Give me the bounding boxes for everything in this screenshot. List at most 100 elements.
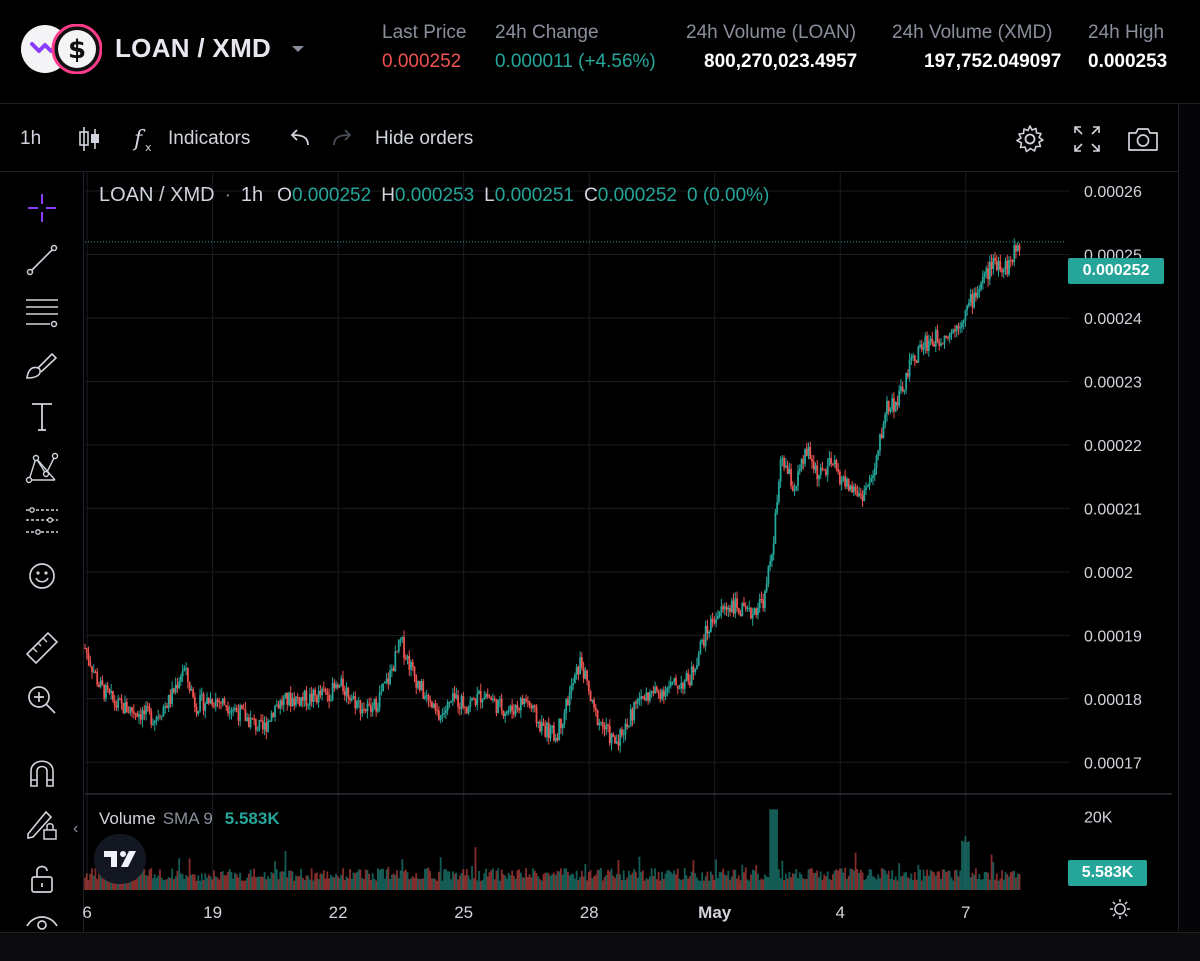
volume-bar — [689, 875, 691, 890]
candle-body — [134, 713, 137, 715]
volume-bar — [551, 873, 554, 890]
interval-button[interactable]: 1h — [20, 128, 42, 149]
volume-bar — [228, 868, 231, 890]
candle-body — [561, 723, 564, 729]
undo-icon[interactable] — [288, 124, 312, 154]
volume-bar — [500, 869, 503, 890]
price-tick-label: 0.00021 — [1084, 501, 1142, 518]
volume-bar — [990, 854, 993, 890]
candle-body — [376, 707, 379, 712]
candle-body — [1001, 269, 1003, 273]
volume-bar — [148, 869, 151, 890]
volume-bar — [366, 869, 369, 890]
camera-icon[interactable] — [1126, 124, 1160, 154]
candle-body — [673, 678, 676, 682]
crosshair-icon[interactable] — [24, 190, 60, 226]
legend-l-key: L — [484, 185, 495, 206]
lock-open-icon[interactable] — [24, 860, 60, 896]
volume-bar — [922, 869, 925, 890]
candle-body — [966, 305, 969, 311]
candle-body — [739, 613, 742, 617]
volume-bar — [539, 879, 541, 890]
candle-body — [959, 327, 962, 329]
volume-bar — [492, 868, 494, 890]
candle-body — [830, 457, 833, 464]
collapse-toolbar-arrow[interactable]: ‹ — [73, 820, 79, 837]
tradingview-logo[interactable] — [94, 834, 146, 884]
volume-bar — [383, 878, 386, 890]
stat-value: 0.000252 — [382, 51, 462, 72]
candle-body — [757, 608, 759, 615]
volume-bar — [385, 869, 388, 890]
indicators-button[interactable]: f x Indicators — [132, 124, 250, 154]
volume-bar — [363, 879, 365, 890]
candle-body — [235, 708, 238, 712]
volume-bar — [436, 880, 439, 890]
candle-body — [408, 656, 411, 670]
candle-body — [453, 692, 456, 699]
candle-body — [941, 343, 944, 345]
volume-bar — [788, 871, 791, 890]
volume-bar — [919, 869, 921, 890]
candle-body — [117, 699, 120, 708]
candle-body — [251, 717, 254, 719]
volume-bar — [258, 876, 261, 890]
volume-bar — [655, 879, 658, 890]
volume-bar — [532, 868, 534, 890]
gear-icon[interactable] — [1014, 124, 1046, 154]
volume-value-tag: 5.583K — [1068, 860, 1147, 886]
redo-icon[interactable] — [330, 124, 354, 154]
brush-icon[interactable] — [24, 346, 60, 382]
volume-bar — [305, 875, 308, 890]
candle-body — [213, 705, 215, 707]
time-tick-label: 19 — [203, 903, 222, 922]
candle-body — [261, 720, 264, 730]
volume-bar — [682, 879, 684, 890]
candle-body — [858, 493, 860, 497]
candle-body — [565, 699, 568, 713]
hide-orders-button[interactable]: Hide orders — [375, 128, 474, 149]
volume-bar — [507, 872, 510, 890]
volume-bar — [614, 877, 616, 890]
candle-body — [530, 705, 533, 709]
candle-body — [703, 639, 705, 647]
volume-bar — [683, 868, 686, 890]
zoom-in-icon[interactable] — [24, 682, 60, 718]
eye-icon[interactable] — [24, 910, 60, 932]
candle-body — [692, 666, 695, 673]
candle-body — [905, 372, 908, 390]
volume-bar — [727, 870, 730, 890]
candle-body — [305, 690, 308, 706]
emoji-icon[interactable] — [24, 558, 60, 594]
chevron-down-icon[interactable] — [290, 44, 306, 54]
candle-body — [600, 721, 602, 723]
ruler-icon[interactable] — [24, 630, 60, 666]
text-icon[interactable] — [24, 398, 60, 434]
candle-body — [490, 697, 493, 701]
volume-bar — [85, 873, 88, 890]
draw-lock-icon[interactable] — [24, 806, 60, 842]
fullscreen-icon[interactable] — [1071, 124, 1103, 154]
candle-body — [587, 680, 590, 692]
volume-bar — [737, 875, 740, 890]
volume-bar — [166, 879, 168, 890]
volume-bar — [832, 874, 834, 890]
pair-name[interactable]: LOAN / XMD — [115, 33, 272, 63]
trend-line-icon[interactable] — [24, 242, 60, 278]
volume-bar — [225, 875, 228, 890]
prediction-icon[interactable] — [24, 502, 60, 538]
price-chart[interactable]: 0.00017 0.00018 0.00019 0.0002 0.00021 0.0002… — [0, 0, 1178, 932]
volume-bar — [605, 874, 608, 890]
fib-retracement-icon[interactable] — [24, 294, 60, 330]
candle-body — [610, 734, 613, 744]
candle-body — [349, 697, 351, 701]
magnet-icon[interactable] — [24, 754, 60, 790]
volume-bar — [275, 869, 278, 890]
candle-body — [532, 705, 534, 709]
volume-bar — [315, 872, 318, 890]
candle-style-icon[interactable] — [76, 124, 102, 154]
volume-bar — [929, 869, 932, 890]
volume-bar — [544, 872, 547, 890]
pattern-icon[interactable] — [24, 450, 60, 486]
candle-body — [962, 320, 965, 323]
